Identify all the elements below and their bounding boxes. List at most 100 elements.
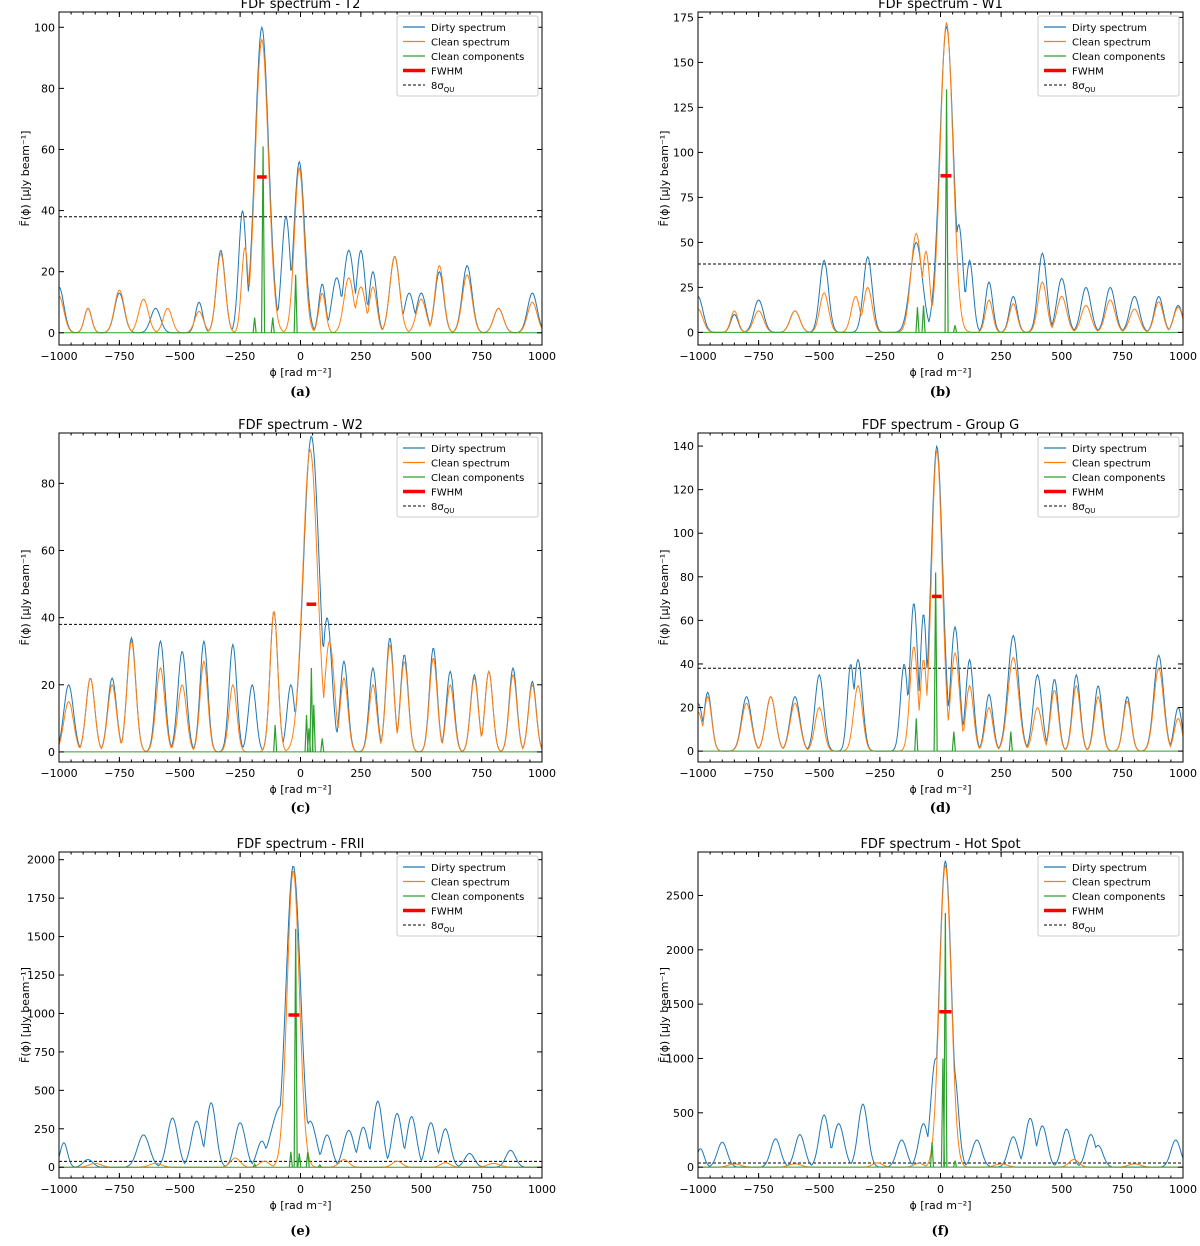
clean-component: [273, 725, 278, 752]
legend-dirty-label: Dirty spectrum: [1072, 23, 1147, 34]
panel-caption: (e): [290, 1224, 311, 1239]
y-axis-label: F̃(ϕ) [μJy beam⁻¹]: [19, 967, 32, 1063]
clean-component: [952, 325, 958, 333]
x-tick-label: 250: [991, 350, 1012, 363]
y-tick-label: 1000: [666, 1052, 694, 1065]
x-tick-label: −500: [804, 1183, 834, 1196]
panel-caption: (b): [930, 385, 951, 400]
chart-title: FDF spectrum - FRII: [237, 837, 365, 852]
legend-box: [1037, 436, 1180, 518]
x-axis-label: ϕ [rad m⁻²]: [909, 783, 971, 796]
chart-title: FDF spectrum - W1: [878, 0, 1003, 12]
x-tick-label: −250: [225, 1183, 255, 1196]
y-tick-label: 100: [673, 527, 694, 540]
legend-dirty-label: Dirty spectrum: [1072, 863, 1147, 874]
legend-clean-label: Clean spectrum: [431, 878, 510, 889]
x-tick-label: 1000: [528, 1183, 556, 1196]
x-tick-label: 1000: [1169, 767, 1197, 780]
x-tick-label: −500: [165, 1183, 195, 1196]
legend: Dirty spectrum Clean spectrum Clean compon…: [396, 436, 539, 518]
plot-area: [59, 435, 542, 753]
y-tick-label: 60: [41, 545, 55, 558]
x-tick-label: 250: [991, 1183, 1012, 1196]
legend-dirty-label: Dirty spectrum: [431, 23, 506, 34]
y-tick-label: 60: [680, 614, 694, 627]
x-tick-label: −1000: [679, 350, 716, 363]
legend-fwhm-label: FWHM: [431, 907, 463, 918]
x-tick-label: 500: [411, 767, 432, 780]
clean-component: [952, 1160, 958, 1168]
legend-threshold-label: 8σQU: [1072, 81, 1095, 94]
panel-caption: (f): [932, 1224, 950, 1239]
y-tick-label: 140: [673, 440, 694, 453]
y-tick-label: 40: [680, 658, 694, 671]
clean-component: [915, 307, 920, 333]
x-tick-label: −1000: [40, 767, 77, 780]
legend: Dirty spectrum Clean spectrum Clean compon…: [396, 15, 539, 97]
dirty-spectrum-line: [59, 866, 542, 1168]
y-tick-label: 1000: [27, 1007, 55, 1020]
legend-components-label: Clean components: [431, 892, 524, 903]
legend-box: [396, 855, 539, 937]
x-tick-label: −250: [865, 767, 895, 780]
y-tick-label: 60: [41, 143, 55, 156]
y-tick-label: 0: [687, 1161, 694, 1174]
y-tick-label: 750: [34, 1046, 55, 1059]
legend-fwhm-label: FWHM: [431, 67, 463, 78]
legend: Dirty spectrum Clean spectrum Clean compon…: [1037, 855, 1180, 937]
clean-component: [940, 1058, 946, 1168]
y-tick-label: 40: [41, 205, 55, 218]
x-tick-label: 1000: [1169, 350, 1197, 363]
panel-caption: (c): [290, 801, 310, 816]
legend-components-label: Clean components: [1072, 473, 1165, 484]
legend-box: [396, 15, 539, 97]
x-tick-label: −250: [225, 767, 255, 780]
y-tick-label: 20: [41, 679, 55, 692]
chart-panel-3: −1000 −750 −500 −250 0 250 500 750 1000 0 20 40 60 80…: [19, 418, 556, 816]
clean-component: [260, 146, 266, 333]
plot-area: [59, 25, 542, 334]
legend: Dirty spectrum Clean spectrum Clean compon…: [1037, 15, 1180, 97]
x-tick-label: 750: [1112, 350, 1133, 363]
x-tick-label: 750: [471, 350, 492, 363]
clean-spectrum-line: [698, 450, 1183, 752]
plot-area: [698, 444, 1183, 752]
chart-title: FDF spectrum - Group G: [862, 418, 1019, 433]
y-tick-label: 150: [673, 56, 694, 69]
x-tick-label: 250: [991, 767, 1012, 780]
clean-component: [293, 274, 298, 333]
x-tick-label: −250: [865, 1183, 895, 1196]
y-tick-label: 0: [48, 327, 55, 340]
x-tick-label: 1000: [528, 767, 556, 780]
clean-component: [1008, 731, 1013, 752]
x-tick-label: 0: [937, 350, 944, 363]
y-tick-label: 1500: [27, 931, 55, 944]
x-tick-label: 500: [411, 350, 432, 363]
plot-area: [698, 21, 1183, 333]
legend-box: [1037, 855, 1180, 937]
chart-panel-6: −1000 −750 −500 −250 0 250 500 750 1000 0 500 1000 1…: [658, 837, 1197, 1239]
y-axis-label: F̃(ϕ) [μJy beam⁻¹]: [658, 967, 671, 1063]
legend-components-label: Clean components: [431, 473, 524, 484]
y-tick-label: 25: [680, 281, 694, 294]
legend-box: [396, 436, 539, 518]
clean-component: [309, 667, 314, 752]
x-tick-label: 750: [1112, 1183, 1133, 1196]
x-tick-label: −750: [744, 1183, 774, 1196]
clean-component: [270, 317, 275, 333]
legend-components-label: Clean components: [431, 52, 524, 63]
y-tick-label: 1750: [27, 892, 55, 905]
x-tick-label: 500: [1051, 1183, 1072, 1196]
legend: Dirty spectrum Clean spectrum Clean compon…: [1037, 436, 1180, 518]
x-tick-label: −1000: [40, 350, 77, 363]
y-axis-label: F̃(ϕ) [μJy beam⁻¹]: [658, 131, 671, 227]
clean-spectrum-line: [59, 448, 542, 753]
y-axis-label: F̃(ϕ) [μJy beam⁻¹]: [19, 131, 32, 227]
y-tick-label: 80: [41, 477, 55, 490]
clean-component: [944, 89, 949, 333]
clean-component: [921, 305, 926, 333]
y-tick-label: 2000: [27, 854, 55, 867]
chart-panel-4: −1000 −750 −500 −250 0 250 500 750 1000 0 20 40 60 80…: [658, 418, 1197, 816]
legend-threshold-label: 8σQU: [1072, 502, 1095, 515]
y-tick-label: 125: [673, 101, 694, 114]
